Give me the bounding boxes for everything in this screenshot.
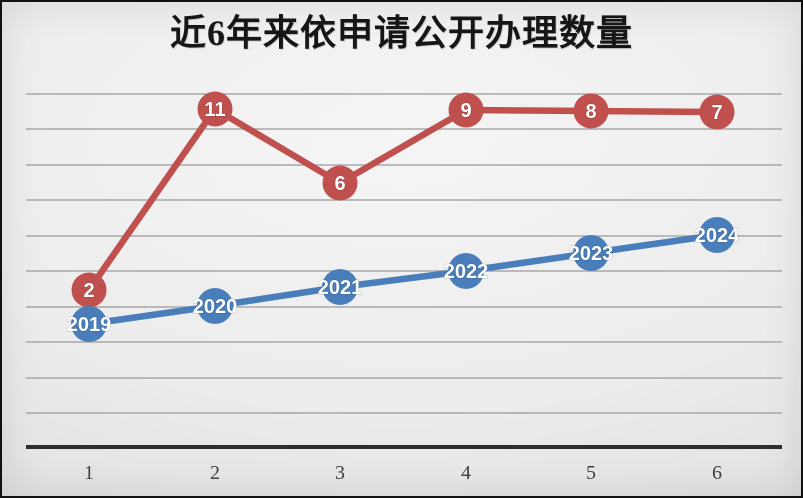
x-axis-tick-label: 3 xyxy=(335,462,345,484)
data-point-marker-series-red xyxy=(322,165,358,201)
series-line-series-blue xyxy=(85,231,721,328)
data-point-label-series-red: 6 xyxy=(334,173,345,195)
data-point-marker-series-blue xyxy=(197,288,233,324)
series-line-series-red xyxy=(85,105,721,294)
data-point-label-series-red: 11 xyxy=(204,99,225,121)
chart-title: 近6年来依申请公开办理数量 xyxy=(169,13,633,53)
data-point-label-series-red: 7 xyxy=(711,102,722,124)
data-point-label-series-blue: 2024 xyxy=(695,225,740,247)
data-point-marker-series-red xyxy=(197,91,233,127)
data-point-label-series-red: 2 xyxy=(83,280,94,302)
data-point-marker-series-blue xyxy=(573,235,609,271)
data-point-marker-series-blue xyxy=(322,269,358,305)
data-point-label-series-red: 8 xyxy=(585,101,596,123)
data-point-marker-series-red xyxy=(448,92,484,128)
x-axis-tick-label: 1 xyxy=(84,462,94,484)
x-axis-tick-label: 2 xyxy=(210,462,220,484)
data-point-marker-series-red xyxy=(71,272,107,308)
data-point-label-series-blue: 2019 xyxy=(67,314,112,336)
data-point-marker-series-blue xyxy=(71,306,107,342)
data-point-label-series-red: 9 xyxy=(460,100,471,122)
x-axis-tick-label: 5 xyxy=(586,462,596,484)
x-axis-tick-label: 4 xyxy=(461,462,471,484)
data-point-marker-series-blue xyxy=(699,217,735,253)
data-point-label-series-blue: 2021 xyxy=(318,277,363,299)
data-point-label-series-blue: 2020 xyxy=(193,296,238,318)
x-axis-tick-label: 6 xyxy=(712,462,722,484)
data-point-marker-series-red xyxy=(573,93,609,129)
data-point-marker-series-blue xyxy=(448,253,484,289)
data-point-label-series-blue: 2022 xyxy=(444,261,489,283)
data-point-label-series-blue: 2023 xyxy=(569,243,614,265)
data-point-marker-series-red xyxy=(699,94,735,130)
